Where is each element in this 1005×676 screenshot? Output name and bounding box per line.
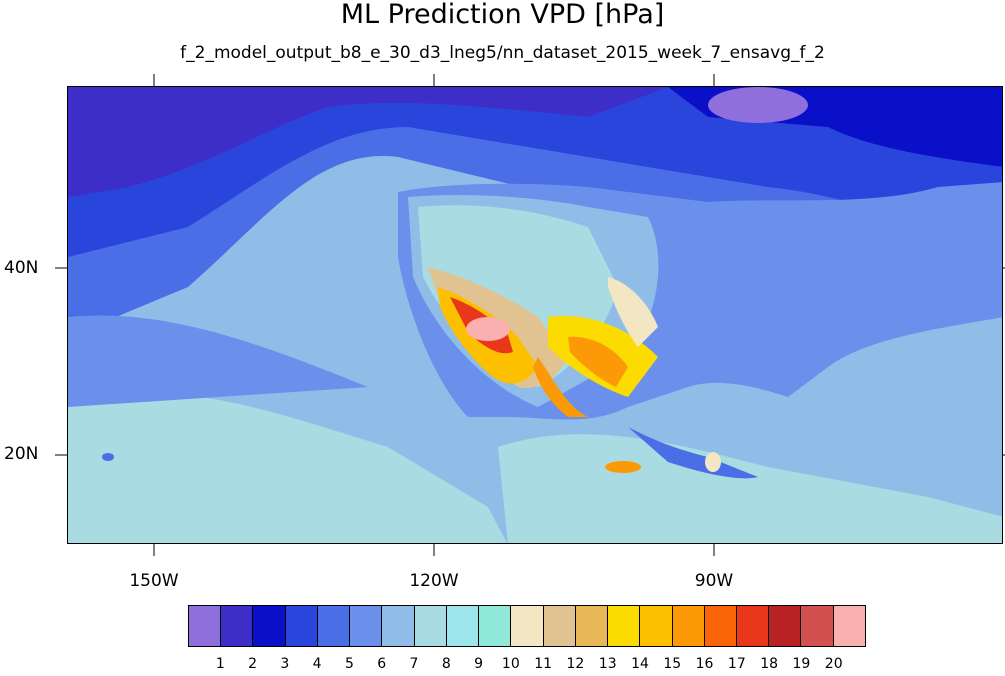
colorbar-swatch (350, 606, 383, 646)
lon-label-120w: 120W (409, 571, 459, 591)
colorbar-swatch (704, 606, 737, 646)
colorbar-tick-label: 17 (727, 656, 746, 672)
colorbar-tick-label: 20 (824, 656, 843, 672)
colorbar-swatch (640, 606, 673, 646)
colorbar-tick-label: 5 (344, 656, 354, 672)
colorbar-swatch (801, 606, 834, 646)
colorbar-swatch (446, 606, 480, 646)
colorbar-swatch (253, 606, 286, 646)
colorbar-tick-label: 16 (695, 656, 714, 672)
vpd-map (67, 86, 1003, 544)
colorbar-tick-label: 19 (792, 656, 811, 672)
colorbar-swatch (221, 606, 254, 646)
colorbar-tick-label: 1 (215, 656, 225, 672)
colorbar-swatch (511, 606, 544, 646)
colorbar-tick-label: 10 (501, 656, 520, 672)
colorbar-swatch (736, 606, 770, 646)
colorbar-tick-label: 7 (409, 656, 419, 672)
colorbar-tick-label: 18 (760, 656, 779, 672)
colorbar-swatch (769, 606, 802, 646)
colorbar-swatch (833, 606, 865, 646)
colorbar-tick-label: 9 (474, 656, 484, 672)
colorbar-swatch (189, 606, 222, 646)
vpd-field (68, 87, 1002, 543)
colorbar-swatch (608, 606, 641, 646)
colorbar-tick-label: 11 (534, 656, 553, 672)
lon-label-90w: 90W (694, 571, 734, 591)
colorbar-swatch (479, 606, 512, 646)
colorbar-swatch (285, 606, 318, 646)
map-title: ML Prediction VPD [hPa] (340, 0, 665, 30)
colorbar-tick-label: 6 (377, 656, 387, 672)
lat-label-20n: 20N (4, 444, 39, 464)
colorbar-tick-label: 14 (631, 656, 649, 672)
colorbar-swatch (672, 606, 705, 646)
colorbar-swatch (543, 606, 576, 646)
colorbar-tick-label: 3 (280, 656, 290, 672)
colorbar-tick-label: 2 (248, 656, 258, 672)
colorbar-tick-label: 15 (663, 656, 682, 672)
colorbar (188, 605, 866, 647)
map-subtitle: f_2_model_output_b8_e_30_d3_lneg5/nn_dat… (180, 43, 825, 63)
colorbar-tick-label: 4 (312, 656, 322, 672)
colorbar-swatch (575, 606, 609, 646)
colorbar-swatch (414, 606, 447, 646)
colorbar-tick-label: 13 (598, 656, 617, 672)
colorbar-tick-label: 12 (566, 656, 585, 672)
lon-label-150w: 150W (129, 571, 179, 591)
lat-label-40n: 40N (4, 258, 39, 278)
colorbar-swatch (382, 606, 415, 646)
colorbar-tick-label: 8 (441, 656, 451, 672)
colorbar-swatch (317, 606, 351, 646)
